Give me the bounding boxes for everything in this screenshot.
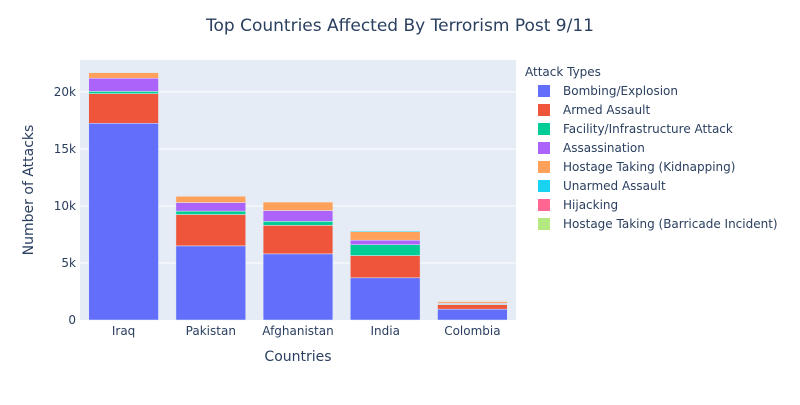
legend-swatch [538,180,550,192]
bar-segment[interactable] [89,91,159,93]
x-tick-label: Colombia [444,324,500,338]
bar-segment[interactable] [263,225,333,254]
y-tick-label: 10k [54,199,76,213]
bar-segment[interactable] [176,196,246,202]
y-tick-label: 15k [54,142,76,156]
legend-label: Hijacking [563,198,618,212]
x-tick-label: Iraq [112,324,135,338]
x-axis-ticks: Iraq Pakistan Afghanistan India Colombia [112,324,501,338]
legend-item[interactable]: Assassination [538,141,645,155]
legend-item[interactable]: Hostage Taking (Barricade Incident) [538,217,778,231]
legend-label: Hostage Taking (Kidnapping) [563,160,735,174]
legend-item[interactable]: Facility/Infrastructure Attack [538,122,733,136]
legend-label: Assassination [563,141,645,155]
legend-label: Hostage Taking (Barricade Incident) [563,217,778,231]
legend-swatch [538,142,550,154]
bar-segment[interactable] [263,254,333,320]
bar-segment[interactable] [438,301,508,303]
bar-segment[interactable] [176,203,246,212]
legend-label: Unarmed Assault [563,179,666,193]
bar-segment[interactable] [438,309,508,320]
bar-segment[interactable] [350,278,420,320]
legend-item[interactable]: Hijacking [538,198,618,212]
bar-segment[interactable] [350,245,420,256]
legend-item[interactable]: Hostage Taking (Kidnapping) [538,160,735,174]
y-tick-label: 0 [68,313,76,327]
bar-segment[interactable] [89,123,159,320]
legend-items: Bombing/Explosion Armed Assault Facility/I… [538,84,778,231]
y-axis-ticks: 0 5k 10k 15k 20k [54,85,76,327]
bar-segment[interactable] [263,221,333,225]
bar-segment[interactable] [176,215,246,246]
x-tick-label: India [370,324,399,338]
bar-segment[interactable] [438,305,508,310]
legend-item[interactable]: Unarmed Assault [538,179,666,193]
bar-segment[interactable] [176,211,246,214]
y-tick-label: 5k [61,256,76,270]
legend-label: Armed Assault [563,103,650,117]
legend-title: Attack Types [525,65,601,79]
legend: Attack Types Bombing/Explosion Armed Assa… [525,65,778,231]
legend-label: Bombing/Explosion [563,84,678,98]
x-axis-title: Countries [264,349,331,365]
y-axis-title: Number of Attacks [21,125,37,256]
legend-swatch [538,104,550,116]
legend-swatch [538,85,550,97]
legend-swatch [538,123,550,135]
bar-segment[interactable] [263,211,333,222]
legend-swatch [538,161,550,173]
bar-segment[interactable] [263,202,333,211]
bar-segment[interactable] [89,78,159,91]
legend-label: Facility/Infrastructure Attack [563,122,733,136]
bar-segment[interactable] [350,256,420,278]
bar-segment[interactable] [89,94,159,124]
legend-item[interactable]: Bombing/Explosion [538,84,678,98]
chart-title: Top Countries Affected By Terrorism Post… [205,16,594,36]
bar-segment[interactable] [350,232,420,241]
legend-swatch [538,199,550,211]
y-tick-label: 20k [54,85,76,99]
x-tick-label: Afghanistan [262,324,333,338]
bar-segment[interactable] [176,246,246,320]
bar-segment[interactable] [350,240,420,245]
bar-segment[interactable] [89,73,159,79]
legend-swatch [538,218,550,230]
legend-item[interactable]: Armed Assault [538,103,650,117]
x-tick-label: Pakistan [186,324,236,338]
